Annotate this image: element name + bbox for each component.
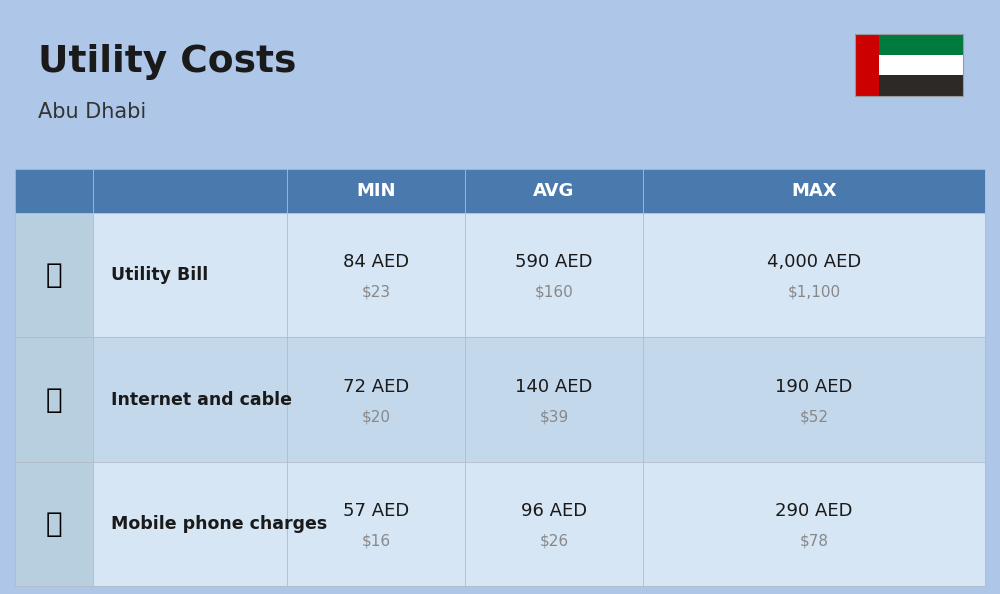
Text: MAX: MAX: [791, 182, 837, 200]
Text: 🔌: 🔌: [46, 261, 62, 289]
Bar: [855, 34, 963, 96]
Text: 190 AED: 190 AED: [775, 378, 853, 396]
Text: MIN: MIN: [356, 182, 396, 200]
Text: 72 AED: 72 AED: [343, 378, 409, 396]
Text: 96 AED: 96 AED: [521, 502, 587, 520]
Text: $52: $52: [800, 409, 828, 424]
Text: Mobile phone charges: Mobile phone charges: [111, 515, 327, 533]
Bar: [879, 34, 963, 55]
Text: 140 AED: 140 AED: [515, 378, 593, 396]
Text: $78: $78: [800, 533, 828, 548]
Bar: [15, 462, 985, 586]
Text: AVG: AVG: [533, 182, 575, 200]
Text: $1,100: $1,100: [787, 285, 841, 299]
Text: Abu Dhabi: Abu Dhabi: [38, 102, 146, 122]
Text: $20: $20: [362, 409, 390, 424]
Bar: [15, 213, 985, 337]
Text: $26: $26: [539, 533, 569, 548]
Text: $39: $39: [539, 409, 569, 424]
Text: 57 AED: 57 AED: [343, 502, 409, 520]
Bar: [15, 337, 93, 462]
Text: 84 AED: 84 AED: [343, 253, 409, 271]
Text: Internet and cable: Internet and cable: [111, 390, 292, 409]
Text: $23: $23: [361, 285, 391, 299]
Bar: [15, 462, 93, 586]
Text: 📡: 📡: [46, 386, 62, 413]
Bar: [15, 169, 985, 213]
Bar: [879, 55, 963, 75]
Text: 4,000 AED: 4,000 AED: [767, 253, 861, 271]
Text: Utility Bill: Utility Bill: [111, 266, 208, 284]
Bar: [15, 213, 93, 337]
Bar: [15, 337, 985, 462]
Text: 290 AED: 290 AED: [775, 502, 853, 520]
Text: $16: $16: [361, 533, 391, 548]
Text: 590 AED: 590 AED: [515, 253, 593, 271]
Text: Utility Costs: Utility Costs: [38, 44, 296, 80]
Text: 📱: 📱: [46, 510, 62, 538]
Text: $160: $160: [535, 285, 573, 299]
Bar: [879, 75, 963, 96]
Bar: [855, 34, 879, 96]
